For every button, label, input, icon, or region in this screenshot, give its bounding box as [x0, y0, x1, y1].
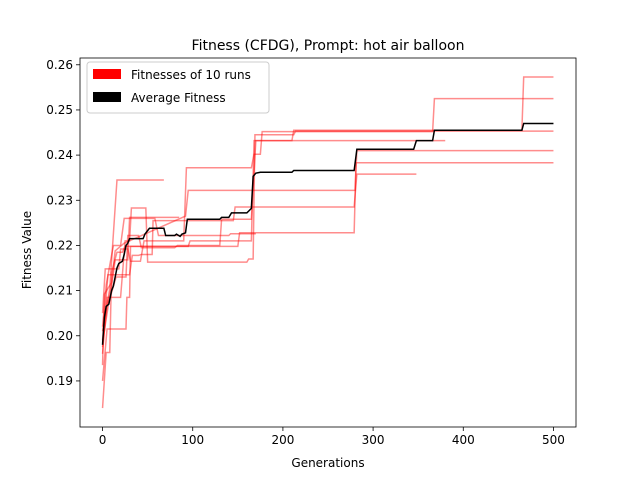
x-axis-label: Generations	[291, 456, 364, 470]
y-tick-label: 0.25	[46, 103, 73, 117]
y-tick-label: 0.20	[46, 329, 73, 343]
run-line-2	[101, 162, 554, 381]
run-line-1	[101, 149, 554, 366]
x-tick-label: 200	[271, 433, 294, 447]
y-tick-label: 0.21	[46, 284, 73, 298]
x-tick-label: 100	[181, 433, 204, 447]
y-tick-label: 0.23	[46, 193, 73, 207]
run-line-10	[101, 217, 256, 327]
y-tick-label: 0.26	[46, 58, 73, 72]
x-tick-label: 500	[542, 433, 565, 447]
axes-frame	[79, 57, 577, 428]
legend-box	[86, 61, 270, 114]
y-axis-label: Fitness Value	[20, 211, 34, 289]
legend: Fitnesses of 10 runs Average Fitness	[86, 61, 270, 114]
y-tick-label: 0.22	[46, 238, 73, 252]
legend-label-runs: Fitnesses of 10 runs	[131, 68, 251, 82]
legend-swatch-runs	[93, 69, 121, 79]
run-line-8	[101, 97, 554, 314]
axes: 0 100 200 300 400 500 0.19 0.20 0.21 0.22 0.23 0.24…	[46, 57, 577, 447]
run-line-7	[101, 130, 554, 354]
legend-swatch-average	[93, 92, 121, 102]
x-tick-label: 400	[452, 433, 475, 447]
run-line-9	[101, 139, 446, 343]
x-tick-label: 300	[362, 433, 385, 447]
chart-title: Fitness (CFDG), Prompt: hot air balloon	[192, 38, 465, 54]
y-tick-label: 0.19	[46, 374, 73, 388]
plot-area	[101, 76, 554, 409]
run-line-6	[101, 173, 417, 341]
run-line-3	[101, 76, 554, 409]
y-tick-label: 0.24	[46, 148, 73, 162]
average-fitness-line	[101, 122, 554, 345]
x-tick-label: 0	[99, 433, 107, 447]
legend-label-average: Average Fitness	[131, 91, 226, 105]
